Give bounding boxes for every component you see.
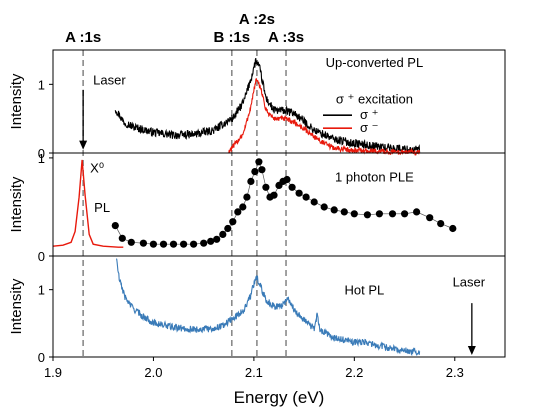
- x-tick-label: 2.1: [245, 365, 263, 380]
- ple-data-point: [169, 240, 178, 248]
- ple-data-point: [350, 210, 358, 218]
- laser-arrow-head: [79, 140, 88, 150]
- transition-label: B :1s: [213, 29, 250, 46]
- ple-data-point: [262, 183, 270, 191]
- x-tick-label: 2.0: [144, 365, 162, 380]
- ple-data-point: [127, 238, 135, 246]
- transition-label: A :2s: [239, 11, 275, 28]
- ple-data-point: [149, 240, 157, 248]
- ple-data-point: [229, 218, 237, 226]
- ple-data-point: [224, 224, 232, 233]
- ple-data-point: [159, 240, 168, 248]
- ple-data-point: [234, 208, 242, 216]
- ple-data-point: [302, 193, 310, 201]
- ple-data-point: [449, 224, 457, 233]
- ple-data-point: [207, 237, 215, 245]
- annotation-label: Up-converted PL: [326, 55, 424, 70]
- ple-data-point: [139, 239, 147, 247]
- ple-data-point: [288, 183, 296, 191]
- annotation-label: 1 photon PLE: [335, 169, 414, 184]
- ple-data-point: [340, 208, 348, 216]
- ple-data-point: [219, 230, 227, 238]
- panel-frame: [52, 49, 506, 154]
- y-axis-label: Intensity: [8, 176, 25, 232]
- ple-data-point: [401, 210, 409, 218]
- annotation-label: σ ⁺ excitation: [336, 92, 413, 107]
- ple-data-point: [388, 210, 397, 218]
- annotation-label: Laser: [93, 72, 126, 87]
- ple-data-point: [375, 210, 383, 218]
- ple-data-point: [363, 211, 371, 219]
- annotation-label: PL: [94, 200, 110, 215]
- legend-label: σ ⁻: [360, 120, 379, 135]
- annotation-label: Laser: [453, 274, 486, 289]
- ple-data-point: [283, 175, 291, 184]
- ple-data-point: [118, 234, 126, 242]
- annotation-label: X⁰: [90, 161, 104, 176]
- ple-data-point: [320, 203, 328, 211]
- spectrum-line-panel-1-series-2: [228, 77, 421, 156]
- ple-data-point: [247, 177, 255, 185]
- ple-data-point: [111, 222, 119, 230]
- ple-data-point: [239, 203, 247, 211]
- y-tick-label: 1: [38, 283, 45, 298]
- ple-data-point: [213, 235, 221, 243]
- ple-data-point: [310, 198, 318, 206]
- spectrum-line-panel-1-series-1: [114, 58, 421, 154]
- y-tick-label: 1: [38, 77, 45, 92]
- ple-data-point: [180, 240, 188, 248]
- ple-data-point: [190, 240, 198, 248]
- panel-frame: [52, 255, 506, 358]
- ple-data-point: [251, 168, 259, 176]
- y-tick-label: 1: [38, 151, 45, 166]
- ple-data-point: [330, 206, 338, 214]
- x-tick-label: 2.3: [446, 365, 464, 380]
- legend-label: σ ⁺: [360, 107, 379, 122]
- transition-label: A :3s: [268, 29, 304, 46]
- ple-data-point: [255, 158, 263, 166]
- x-axis-label: Energy (eV): [234, 388, 325, 407]
- ple-data-point: [295, 189, 303, 197]
- y-tick-label: 0: [38, 146, 45, 161]
- y-axis-label: Intensity: [8, 278, 25, 334]
- x-tick-label: 1.9: [44, 365, 62, 380]
- ple-data-point: [270, 191, 278, 199]
- pl-spectrum-line: [52, 159, 124, 248]
- transition-label: A :1s: [65, 29, 101, 46]
- y-axis-label: Intensity: [8, 73, 25, 129]
- y-tick-label: 0: [38, 350, 45, 365]
- ple-data-point: [413, 208, 421, 216]
- ple-data-point: [200, 239, 208, 247]
- x-tick-label: 2.2: [345, 365, 363, 380]
- ple-data-point: [426, 214, 434, 222]
- annotation-label: Hot PL: [345, 282, 385, 297]
- ple-data-point: [243, 193, 251, 201]
- laser-arrow-head: [467, 345, 476, 355]
- y-tick-label: 0: [38, 249, 45, 264]
- ple-data-point: [258, 166, 266, 174]
- spectrum-line-panel-3-series-1: [115, 258, 421, 357]
- ple-data-point: [437, 220, 445, 228]
